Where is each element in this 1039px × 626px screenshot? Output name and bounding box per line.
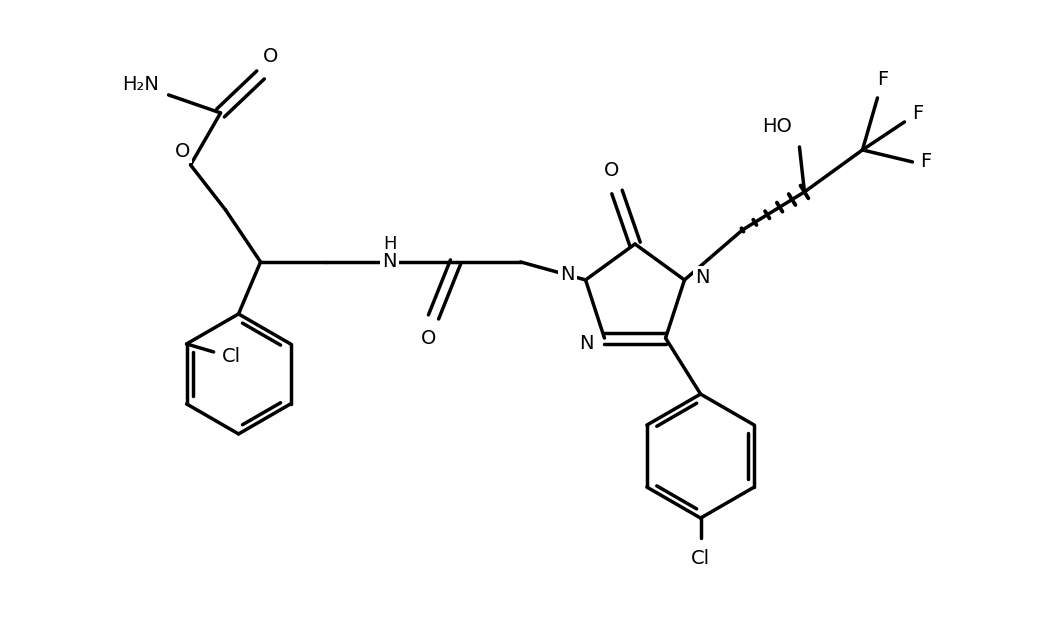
Text: N: N [579,334,593,352]
Text: Cl: Cl [222,347,241,366]
Text: N: N [382,252,397,272]
Text: N: N [695,269,710,287]
Text: O: O [605,160,619,180]
Text: H: H [382,235,396,253]
Text: O: O [175,143,190,162]
Text: F: F [912,105,923,123]
Text: F: F [920,153,931,172]
Text: H₂N: H₂N [123,75,159,95]
Text: O: O [263,48,278,66]
Text: O: O [421,329,436,349]
Text: HO: HO [763,118,793,136]
Text: Cl: Cl [691,548,710,568]
Text: F: F [877,71,888,90]
Text: N: N [560,265,575,284]
